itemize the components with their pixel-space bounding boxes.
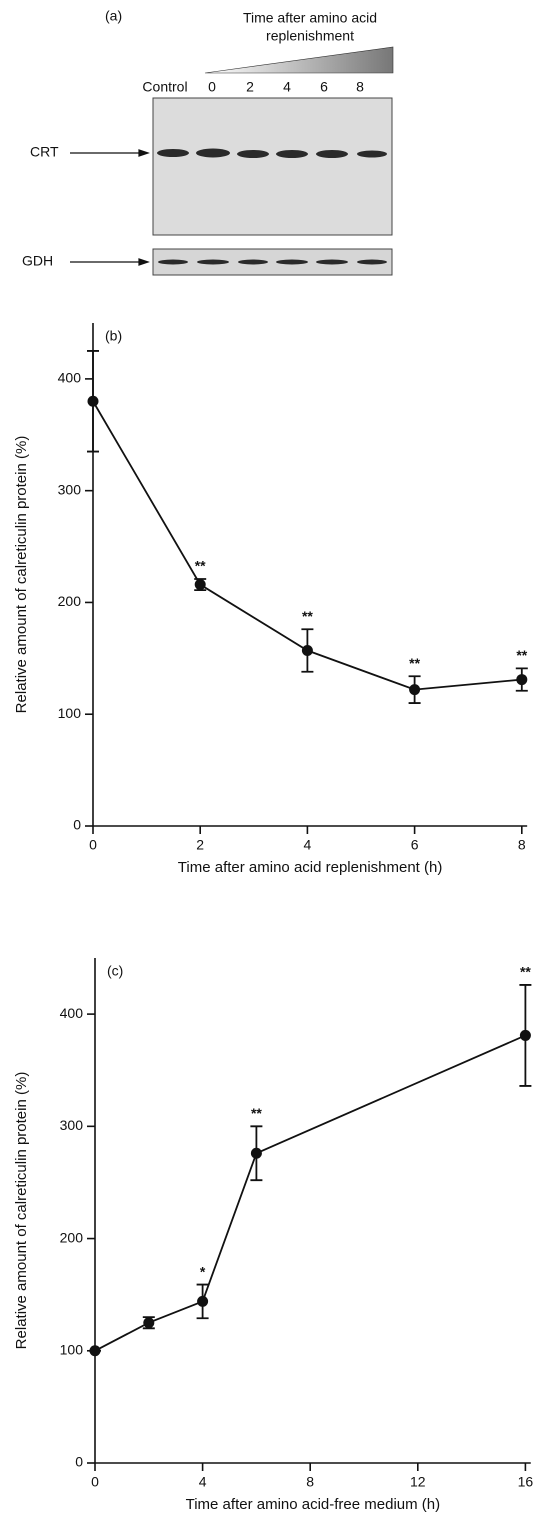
y-tick-label: 200 (60, 1229, 84, 1245)
significance-label: ** (251, 1105, 262, 1121)
significance-label: ** (409, 655, 420, 671)
panel-label: (b) (105, 328, 122, 344)
x-tick-label: 12 (410, 1474, 426, 1490)
y-tick-label: 0 (73, 817, 81, 833)
significance-label: ** (516, 647, 527, 663)
blot-image (153, 249, 392, 275)
x-tick-label: 4 (199, 1474, 207, 1490)
y-axis-title: Relative amount of calreticulin protein … (13, 1072, 30, 1350)
y-tick-label: 300 (60, 1117, 84, 1133)
data-point (197, 1296, 208, 1307)
lane-label: Control (142, 79, 187, 95)
chart: (b) 0 100 200 300 400 0 2 4 6 8 Time after amino ac… (13, 323, 528, 876)
x-tick-label: 0 (91, 1474, 99, 1490)
blot-image (153, 98, 392, 235)
x-tick-label: 6 (411, 837, 419, 853)
y-tick-label: 100 (60, 1341, 84, 1357)
chart: (c) 0 100 200 300 400 0 4 8 12 16 Time after amino … (13, 958, 533, 1513)
figure: (a) Time after amino acid replenishment … (0, 0, 536, 1529)
series-line (95, 1035, 525, 1350)
data-point (88, 396, 99, 407)
y-tick-label: 300 (58, 481, 82, 497)
blot-title: Time after amino acid (243, 10, 377, 26)
x-tick-label: 4 (304, 837, 312, 853)
x-tick-label: 8 (306, 1474, 314, 1490)
blot-panel: (a) Time after amino acid replenishment … (22, 8, 393, 275)
x-tick-label: 16 (518, 1474, 534, 1490)
data-point (409, 684, 420, 695)
y-axis-title: Relative amount of calreticulin protein … (13, 436, 30, 714)
panel-label: (c) (107, 963, 123, 979)
data-point (520, 1030, 531, 1041)
significance-label: ** (520, 964, 531, 980)
significance-label: ** (302, 608, 313, 624)
panel-label: (a) (105, 8, 122, 24)
data-point (302, 645, 313, 656)
data-point (516, 674, 527, 685)
y-tick-label: 400 (60, 1005, 84, 1021)
x-axis-title: Time after amino acid replenishment (h) (178, 859, 443, 876)
x-axis-title: Time after amino acid-free medium (h) (186, 1496, 441, 1513)
significance-label: * (200, 1263, 206, 1279)
data-point (195, 579, 206, 590)
y-tick-label: 100 (58, 705, 82, 721)
data-point (90, 1345, 101, 1356)
lane-label: 8 (356, 79, 364, 95)
data-point (143, 1317, 154, 1328)
y-tick-label: 400 (58, 370, 82, 386)
x-tick-label: 8 (518, 837, 526, 853)
lane-label: 6 (320, 79, 328, 95)
row-label: CRT (30, 144, 59, 160)
lane-label: 0 (208, 79, 216, 95)
x-tick-label: 2 (196, 837, 204, 853)
page: {"blot": {"label": "(a)", "title": ["Tim… (0, 0, 536, 1529)
row-arrows (70, 150, 148, 265)
x-tick-label: 0 (89, 837, 97, 853)
y-tick-label: 0 (75, 1454, 83, 1470)
significance-label: ** (195, 558, 206, 574)
lane-label: 2 (246, 79, 254, 95)
y-tick-label: 200 (58, 593, 82, 609)
data-point (251, 1148, 262, 1159)
lane-label: 4 (283, 79, 291, 95)
blot-title: replenishment (266, 28, 354, 44)
row-label: GDH (22, 253, 53, 269)
time-gradient (205, 47, 393, 73)
